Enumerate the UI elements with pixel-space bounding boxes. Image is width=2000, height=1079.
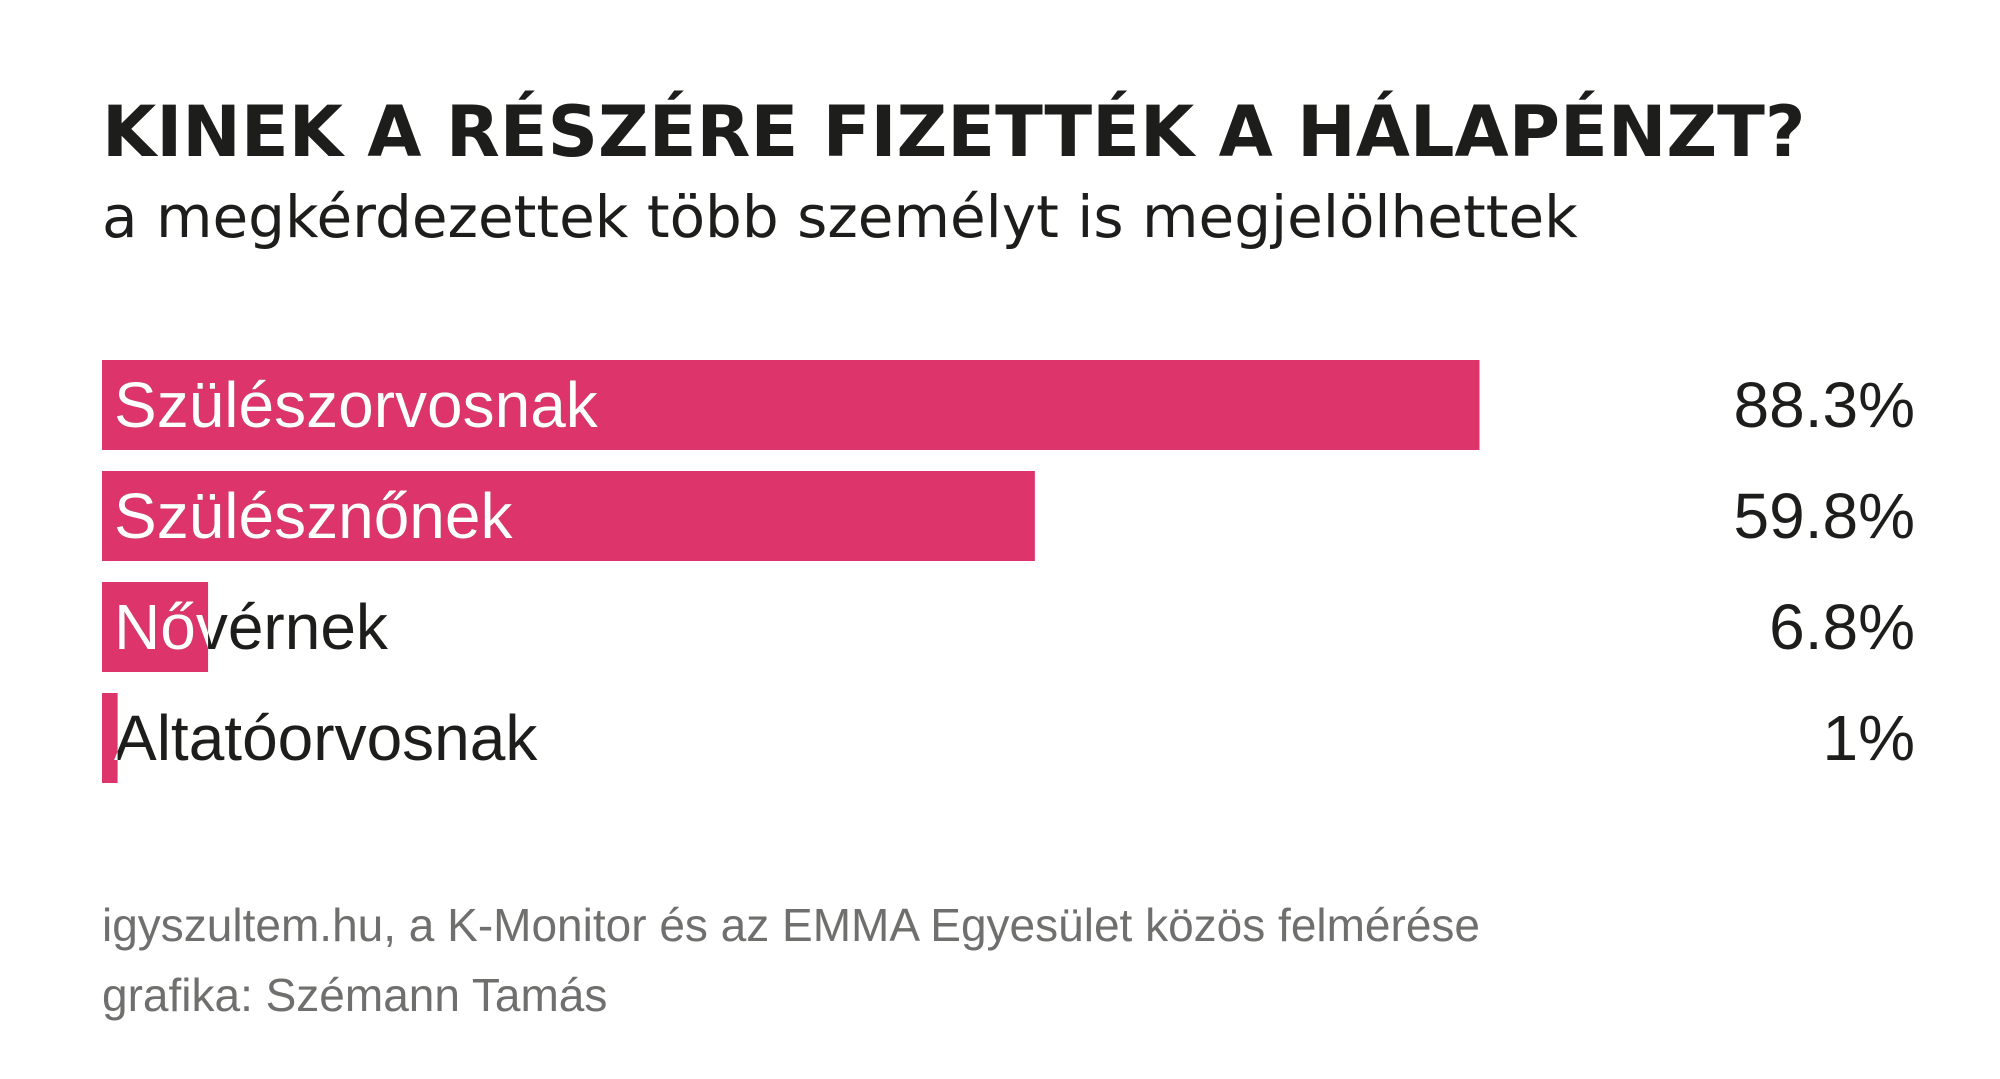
category-label: Szülésznőnek	[114, 480, 513, 552]
category-label-on-bar: Altatóorvosnak	[114, 702, 538, 774]
category-label: Szülészorvosnak	[114, 369, 599, 441]
category-label: Altatóorvosnak	[114, 702, 538, 774]
category-label-on-bar: Szülészorvosnak	[114, 369, 599, 441]
value-label: 6.8%	[1769, 591, 1915, 663]
credit-line: grafika: Szémann Tamás	[102, 969, 608, 1021]
source-note: igyszultem.hu, a K-Monitor és az EMMA Eg…	[102, 890, 1480, 1030]
category-label-on-bar: Nővérnek	[114, 591, 389, 663]
source-line: igyszultem.hu, a K-Monitor és az EMMA Eg…	[102, 899, 1481, 951]
bar	[102, 471, 1035, 561]
chart-title: KINEK A RÉSZÉRE FIZETTÉK A HÁLAPÉNZT?	[102, 91, 1806, 173]
value-label: 59.8%	[1734, 480, 1915, 552]
value-label: 88.3%	[1734, 369, 1915, 441]
bar	[102, 360, 1480, 450]
bar	[102, 582, 209, 672]
chart-subtitle: a megkérdezettek több személyt is megjel…	[102, 183, 1578, 251]
value-label: 1%	[1823, 702, 1916, 774]
category-label-on-bar: Szülésznőnek	[114, 480, 513, 552]
category-label: Nővérnek	[114, 591, 389, 663]
bar	[102, 693, 118, 783]
